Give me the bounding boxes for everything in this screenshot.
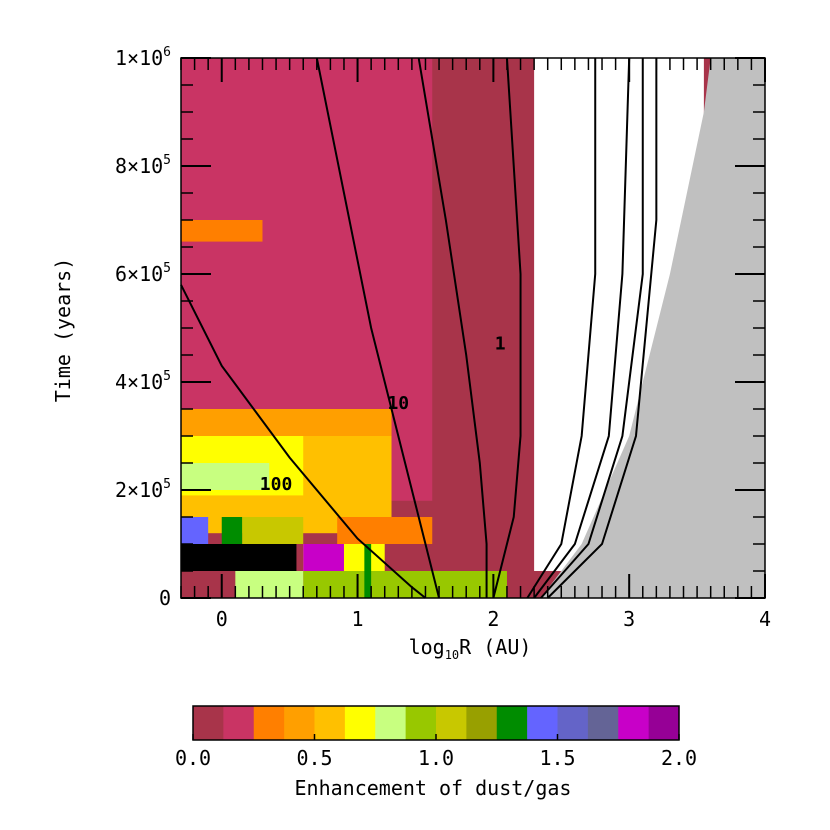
y-tick-label-exponent: 6: [163, 45, 171, 60]
enhancement-region-11: [303, 571, 507, 598]
y-tick-label-exponent: 5: [163, 153, 171, 168]
y-tick-label-exponent: 5: [163, 261, 171, 276]
outside-disk-region: [540, 58, 765, 598]
contour-line-1: [315, 57, 441, 599]
y-tick-label-exponent: 5: [163, 477, 171, 492]
contour-line-0: [180, 284, 427, 599]
enhancement-region-10: [221, 517, 243, 544]
colorbar-tick-label-1.0: 1.0: [418, 746, 454, 770]
enhancement-region-8: [181, 517, 209, 544]
enhancement-region-14: [303, 544, 344, 571]
y-tick-label-1000000: 1×106: [115, 45, 171, 70]
contour-line-2: [417, 57, 488, 598]
colorbar-tick-label-0.0: 0.0: [175, 746, 211, 770]
x-tick-label-2: 2: [487, 607, 499, 631]
y-tick-label-base: 1×10: [115, 46, 163, 70]
colorbar-swatch-5: [344, 706, 376, 740]
y-tick-label-400000: 4×105: [115, 369, 171, 394]
colorbar-swatch-13: [587, 706, 619, 740]
colorbar-swatch-0: [193, 706, 224, 740]
y-tick-label-base: 2×10: [115, 478, 163, 502]
contour-line-4: [526, 58, 597, 599]
x-tick-label-4: 4: [759, 607, 771, 631]
x-tick-label-0: 0: [216, 607, 228, 631]
y-tick-label-0: 0: [159, 586, 171, 610]
colorbar-swatch-4: [314, 706, 346, 740]
x-tick-label-3: 3: [623, 607, 635, 631]
contour-line-3: [492, 57, 522, 599]
contour-line-6: [540, 58, 644, 599]
colorbar-swatch-3: [284, 706, 315, 740]
y-tick-label-200000: 2×105: [115, 477, 171, 502]
colorbar-swatch-2: [253, 706, 285, 740]
colorbar-swatch-14: [618, 706, 650, 740]
enhancement-region-7: [337, 517, 433, 544]
enhancement-region-15: [364, 544, 372, 598]
y-tick-label-base: 0: [159, 586, 171, 610]
y-tick-label-exponent: 5: [163, 369, 171, 384]
contour-label-1: 1: [495, 334, 506, 355]
contour-line-7: [546, 58, 658, 599]
x-axis-label-prefix: log: [409, 635, 445, 659]
colorbar-swatch-8: [436, 706, 467, 740]
x-axis-label-sub: 10: [445, 648, 459, 662]
x-tick-label-1: 1: [352, 607, 364, 631]
y-tick-label-base: 6×10: [115, 262, 163, 286]
enhancement-region-2: [181, 220, 263, 242]
colorbar-swatch-11: [527, 706, 558, 740]
colorbar-swatch-9: [466, 706, 498, 740]
colorbar-swatch-1: [223, 706, 255, 740]
enhancement-region-4: [181, 409, 392, 436]
colorbar: 0.0 0.5 1.0 1.5 2.0: [175, 705, 697, 770]
colorbar-swatch-15: [648, 706, 680, 740]
colorbar-swatch-12: [557, 706, 589, 740]
y-tick-label-600000: 6×105: [115, 261, 171, 286]
colorbar-tick-label-2.0: 2.0: [661, 746, 697, 770]
enhancement-region-9: [242, 517, 304, 544]
colorbar-swatch-7: [405, 706, 437, 740]
saturated-region-0: [181, 544, 297, 571]
y-tick-label-800000: 8×105: [115, 153, 171, 178]
colorbar-tick-label-1.5: 1.5: [539, 746, 575, 770]
contour-line-5: [533, 57, 631, 599]
colorbar-swatch-10: [496, 706, 528, 740]
contour-label-100: 100: [260, 474, 293, 495]
colorbar-swatch-6: [375, 706, 407, 740]
y-tick-label-base: 4×10: [115, 370, 163, 394]
colorbar-tick-label-0.5: 0.5: [296, 746, 332, 770]
enhancement-region-6: [181, 463, 270, 490]
plot-area: [181, 58, 765, 598]
contour-label-10: 10: [387, 393, 409, 414]
colorbar-label: Enhancement of dust/gas: [295, 776, 572, 800]
x-axis-label-suffix: R (AU): [459, 635, 531, 659]
y-axis-label: Time (years): [51, 258, 75, 403]
x-axis-label: log10R (AU): [409, 635, 532, 662]
y-tick-label-base: 8×10: [115, 154, 163, 178]
contour-lines: 100 10 1: [180, 57, 658, 599]
enhancement-region-12: [235, 571, 304, 598]
